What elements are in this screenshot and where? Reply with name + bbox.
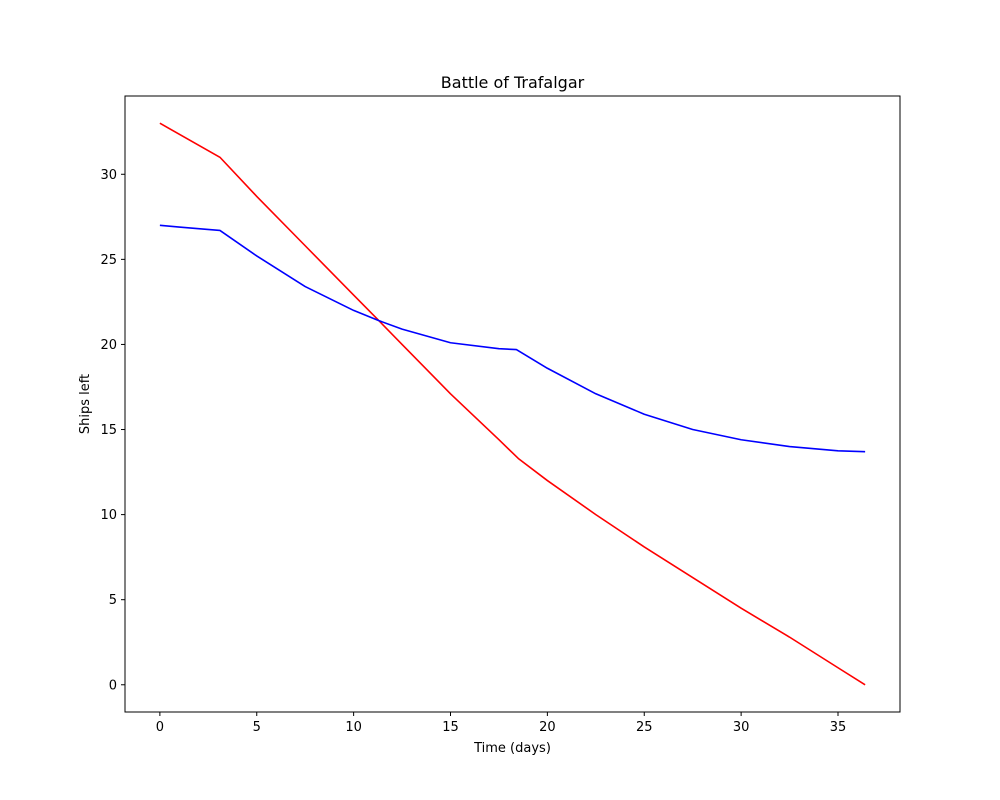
y-tick-label: 0 [109, 678, 117, 693]
x-tick-label: 0 [156, 720, 164, 735]
chart-title: Battle of Trafalgar [441, 73, 585, 92]
x-tick-label: 35 [830, 720, 847, 735]
y-tick-label: 20 [100, 338, 117, 353]
y-tick-label: 15 [100, 423, 117, 438]
plot-area [159, 122, 866, 686]
series-line-1 [159, 122, 866, 686]
y-tick-label: 10 [100, 508, 117, 523]
x-tick-label: 30 [733, 720, 750, 735]
y-tick-label: 30 [100, 168, 117, 183]
y-tick-label: 5 [109, 593, 117, 608]
x-axis: 0 5 10 15 20 25 30 35 [156, 712, 847, 735]
x-tick-label: 5 [253, 720, 261, 735]
x-tick-label: 10 [345, 720, 362, 735]
axes-frame [124, 95, 901, 713]
x-tick-label: 25 [636, 720, 653, 735]
x-axis-label: Time (days) [473, 741, 551, 756]
y-axis: 0 5 10 15 20 25 30 [100, 168, 125, 693]
y-axis-label: Ships left [78, 374, 93, 434]
series-line-2 [159, 224, 866, 453]
x-tick-label: 20 [539, 720, 556, 735]
y-tick-label: 25 [100, 253, 117, 268]
x-tick-label: 15 [442, 720, 459, 735]
